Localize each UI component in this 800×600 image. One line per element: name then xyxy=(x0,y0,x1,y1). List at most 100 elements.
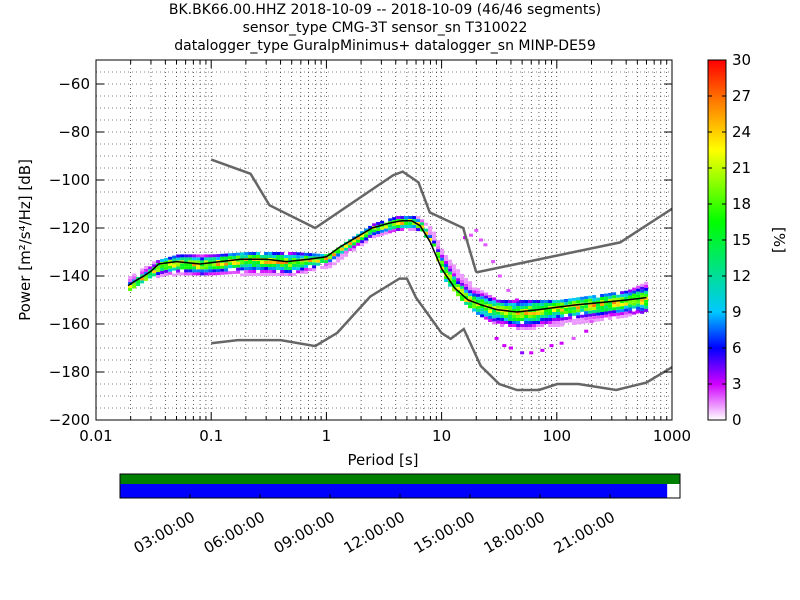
psd-cell xyxy=(228,256,233,260)
psd-cell xyxy=(612,304,617,308)
psd-cell xyxy=(624,311,629,315)
psd-cell xyxy=(200,269,205,273)
psd-cell xyxy=(576,312,581,316)
psd-cell xyxy=(612,298,617,302)
psd-cell xyxy=(560,320,565,324)
psd-cell xyxy=(224,265,229,269)
psd-cell xyxy=(508,321,513,324)
psd-cell xyxy=(372,223,377,227)
psd-cell xyxy=(168,268,173,272)
psd-cell xyxy=(512,324,517,327)
psd-cell xyxy=(384,225,389,229)
psd-cell xyxy=(580,320,585,324)
psd-cell xyxy=(592,304,597,308)
psd-cell xyxy=(476,305,481,309)
psd-cell xyxy=(344,250,349,254)
psd-cell xyxy=(520,303,525,306)
psd-cell xyxy=(464,301,469,305)
psd-cell xyxy=(184,254,189,258)
psd-outlier-cell xyxy=(483,243,488,247)
psd-cell xyxy=(380,226,385,230)
psd-cell xyxy=(564,320,569,323)
psd-cell xyxy=(348,245,353,249)
psd-cell xyxy=(212,269,217,273)
psd-cell xyxy=(132,285,137,289)
psd-cell xyxy=(208,269,213,273)
psd-cell xyxy=(360,237,365,241)
psd-cell xyxy=(184,269,189,273)
psd-cell xyxy=(532,300,537,303)
psd-cell xyxy=(256,267,261,270)
psd-cell xyxy=(524,300,529,303)
psd-cell xyxy=(444,261,449,264)
coverage-time-label: 21:00:00 xyxy=(551,508,618,557)
psd-cell xyxy=(516,324,521,327)
psd-cell xyxy=(420,222,425,226)
psd-cell xyxy=(504,321,509,324)
psd-cell xyxy=(504,315,509,318)
psd-cell xyxy=(180,266,185,270)
psd-cell xyxy=(620,291,625,295)
psd-cell xyxy=(508,303,513,306)
psd-cell xyxy=(244,273,249,277)
psd-cell xyxy=(480,299,485,303)
psd-cell xyxy=(548,324,553,327)
psd-cell xyxy=(412,225,417,228)
title-line-3: datalogger_type GuralpMinimus+ datalogge… xyxy=(174,38,596,54)
psd-cell xyxy=(456,272,461,276)
psd-cell xyxy=(380,232,385,236)
psd-cell xyxy=(636,294,641,298)
psd-cell xyxy=(508,306,513,309)
psd-cell xyxy=(464,292,469,296)
psd-cell xyxy=(600,312,605,315)
psd-cell xyxy=(564,308,569,311)
psd-cell xyxy=(508,318,513,321)
psd-cell xyxy=(276,264,281,267)
psd-cell xyxy=(452,267,457,271)
psd-cell xyxy=(136,283,141,286)
psd-cell xyxy=(236,261,241,265)
psd-cell xyxy=(588,310,593,314)
psd-cell xyxy=(168,259,173,263)
psd-cell xyxy=(248,264,253,267)
psd-cell xyxy=(612,292,617,296)
psd-cell xyxy=(256,255,261,258)
psd-cell xyxy=(288,258,293,261)
psd-cell xyxy=(488,319,493,322)
psd-cell xyxy=(448,277,453,281)
psd-cell xyxy=(612,307,617,311)
psd-cell xyxy=(416,219,421,223)
psd-cell xyxy=(356,242,361,246)
psd-cell xyxy=(600,303,605,306)
psd-cell xyxy=(564,299,569,302)
psd-cell xyxy=(564,302,569,305)
psd-cell xyxy=(228,253,233,257)
psd-cell xyxy=(596,297,601,301)
psd-cell xyxy=(584,311,589,315)
psd-cell xyxy=(260,261,265,264)
psd-cell xyxy=(456,281,461,285)
title-line-2: sensor_type CMG-3T sensor_sn T310022 xyxy=(242,20,528,36)
colorbar-tick-label: 9 xyxy=(732,303,742,321)
psd-cell xyxy=(444,267,449,270)
psd-cell xyxy=(308,256,313,260)
psd-cell xyxy=(180,254,185,258)
psd-cell xyxy=(284,261,289,264)
psd-cell xyxy=(520,324,525,327)
psd-cell xyxy=(568,316,573,320)
psd-cell xyxy=(632,311,637,315)
psd-cell xyxy=(436,255,441,259)
psd-cell xyxy=(584,296,589,300)
psd-cell xyxy=(556,303,561,306)
psd-cell xyxy=(276,255,281,258)
psd-cell xyxy=(288,255,293,258)
psd-cell xyxy=(264,273,269,276)
psd-cell xyxy=(340,256,345,260)
psd-cell xyxy=(640,310,645,314)
psd-cell xyxy=(492,318,497,322)
psd-cell xyxy=(224,256,229,260)
psd-cell xyxy=(492,303,497,307)
psd-cell xyxy=(448,283,453,287)
psd-cell xyxy=(584,314,589,318)
psd-cell xyxy=(532,318,537,321)
